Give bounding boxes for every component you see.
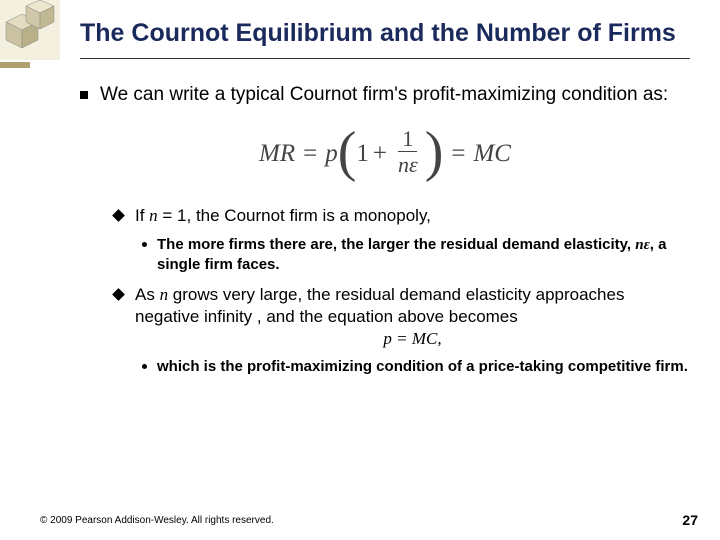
- dot-bullet-icon: [142, 242, 147, 247]
- diamond-bullet-icon: [112, 209, 125, 222]
- eq-lparen: (: [338, 130, 357, 175]
- slide-content: The Cournot Equilibrium and the Number o…: [0, 0, 720, 540]
- square-bullet-icon: [80, 91, 88, 99]
- eq-plus: +: [373, 140, 387, 168]
- diamond-bullet-icon: [112, 288, 125, 301]
- eq-fraction: 1 nε: [394, 128, 422, 177]
- subbullet-1: If n = 1, the Cournot firm is a monopoly…: [114, 205, 690, 227]
- slide-title: The Cournot Equilibrium and the Number o…: [80, 18, 690, 59]
- subbullet-2: As n grows very large, the residual dema…: [114, 284, 690, 349]
- subsubbullet-2-text: which is the profit-maximizing condition…: [157, 357, 688, 376]
- page-number: 27: [682, 512, 698, 528]
- eq-frac-num: 1: [398, 128, 417, 152]
- bullet-1-text: We can write a typical Cournot firm's pr…: [100, 83, 668, 108]
- eq-one: 1: [356, 140, 369, 168]
- eq-p: p: [325, 140, 338, 168]
- subsubbullet-1-text: The more firms there are, the larger the…: [157, 235, 690, 274]
- equation-block: MR = p ( 1 + 1 nε ) = MC: [80, 130, 690, 179]
- eq-rparen: ): [425, 130, 444, 175]
- subsubbullet-2: which is the profit-maximizing condition…: [142, 357, 690, 376]
- subsubbullet-1: The more firms there are, the larger the…: [142, 235, 690, 274]
- eq-lhs: MR: [259, 140, 295, 168]
- eq-rhs: MC: [473, 140, 511, 168]
- bullet-1: We can write a typical Cournot firm's pr…: [80, 83, 690, 108]
- copyright-footer: © 2009 Pearson Addison-Wesley. All right…: [40, 515, 274, 526]
- subbullet-2-text: As n grows very large, the residual dema…: [135, 284, 690, 349]
- dot-bullet-icon: [142, 364, 147, 369]
- subbullet-1-text: If n = 1, the Cournot firm is a monopoly…: [135, 205, 431, 227]
- eq-equals-1: =: [303, 140, 317, 168]
- eq-equals-2: =: [451, 140, 465, 168]
- eq-frac-den: nε: [394, 152, 422, 177]
